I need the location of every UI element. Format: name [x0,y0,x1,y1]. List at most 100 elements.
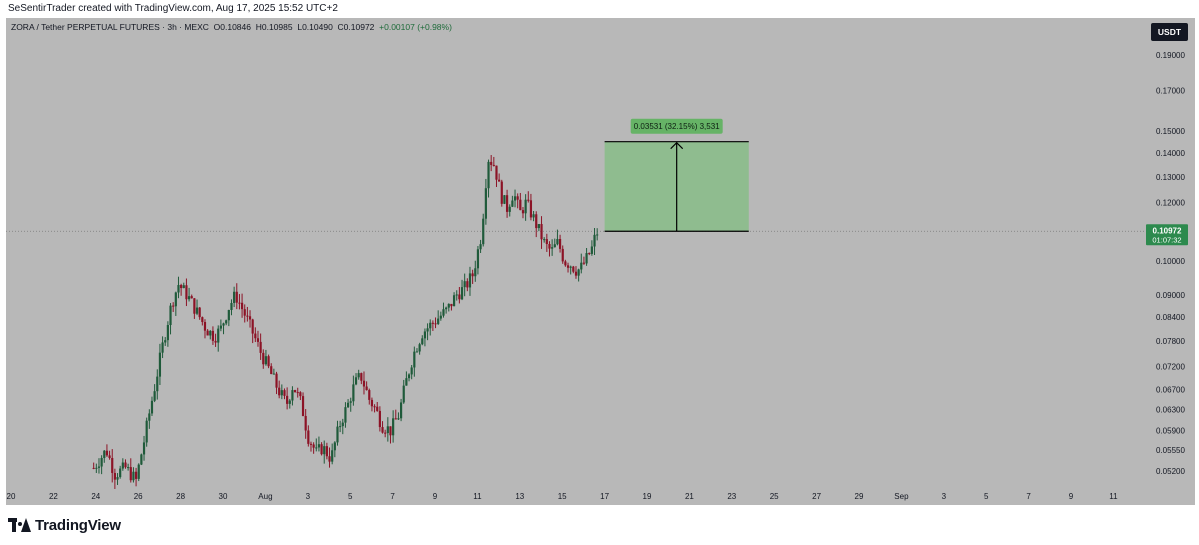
candle-body [460,287,464,300]
candle-body [540,224,543,240]
candle-body [280,390,283,396]
time-axis-tick: 3 [306,492,311,501]
candle-body [394,418,397,420]
measure-label: 0.03531 (32.15%) 3,531 [634,122,720,131]
time-axis-tick: 7 [1026,492,1031,501]
candle-body [254,333,257,339]
candle-body [238,302,241,304]
candle-body [582,262,586,264]
candle-body [169,305,172,326]
candle-body [127,467,130,469]
candle-body [402,385,405,403]
candle-body [580,262,583,270]
candle-body [399,402,403,419]
candle-body [349,401,352,403]
candle-body [103,450,106,458]
candle-body [381,427,384,433]
candle-body [251,319,254,334]
time-axis-tick: Sep [894,492,909,501]
tradingview-logo-icon [8,518,31,532]
candle-body [262,352,265,365]
time-axis-tick: 26 [134,492,143,501]
candle-body [548,244,551,249]
candle-body [450,303,453,307]
price-axis-tick: 0.05900 [1156,426,1185,435]
candle-body [105,450,109,456]
candle-body [415,351,419,353]
chart-area[interactable]: 0.19000 0.17000 0.15000 0.14000 0.13000 0.120… [6,18,1195,505]
candle-body [426,328,429,332]
price-axis-tick: 0.09000 [1156,291,1185,300]
change-value: +0.00107 (+0.98%) [379,22,452,32]
candles [92,155,599,489]
candle-body [503,195,506,204]
candle-body [535,214,538,229]
candle-body [217,328,220,343]
candle-body [524,199,527,214]
candle-body [182,285,185,289]
candle-body [97,466,101,468]
price-axis-tick: 0.07200 [1156,363,1185,372]
candle-body [235,291,238,303]
candle-body [283,390,286,396]
candle-body [336,426,339,443]
candle-body [556,238,559,245]
time-axis-tick: 27 [812,492,821,501]
candle-body [376,406,379,411]
candle-body [407,374,411,379]
candle-body [339,426,342,428]
symbol-info: ZORA / Tether PERPETUAL FUTURES · 3h · M… [11,22,452,32]
candlestick-chart[interactable]: 0.19000 0.17000 0.15000 0.14000 0.13000 0.120… [6,18,1195,505]
candle-body [333,442,336,451]
open-value: O0.10846 [213,22,251,32]
candle-body [201,317,204,323]
time-axis-tick: 13 [515,492,524,501]
candle-body [474,268,477,277]
candle-body [566,265,570,268]
candle-body [203,322,207,331]
candle-body [468,273,472,288]
candle-body [492,164,495,166]
candle-body [378,410,381,428]
time-axis-tick: 25 [770,492,779,501]
candle-body [270,366,273,375]
candle-body [116,477,119,480]
candle-body [222,323,225,326]
chart-credit: SeSentirTrader created with TradingView.… [8,3,338,14]
tradingview-logo[interactable]: TradingView [8,515,121,535]
candle-body [113,472,116,480]
candle-body [373,406,376,408]
time-axis-tick: 22 [49,492,58,501]
currency-button[interactable]: USDT [1151,23,1188,41]
candle-body [293,390,297,393]
price-axis-tick: 0.08400 [1156,313,1185,322]
candle-body [596,234,599,236]
price-axis-tick: 0.19000 [1156,51,1185,60]
candle-body [230,302,233,311]
candle-body [291,390,294,401]
candle-body [148,413,151,421]
brand-name: TradingView [35,516,121,534]
candle-body [172,305,175,307]
time-axis-tick: 5 [984,492,989,501]
candle-body [445,307,448,310]
candle-body [248,316,252,320]
candle-body [588,253,591,255]
candle-body [315,447,318,449]
candle-body [505,195,509,212]
symbol-name: ZORA / Tether PERPETUAL FUTURES · 3h · M… [11,22,209,32]
candle-body [590,246,593,254]
candle-body [484,188,487,219]
candle-body [551,247,554,249]
candle-body [354,377,358,385]
candle-body [129,467,132,481]
candle-body [161,342,164,353]
candle-body [384,432,387,434]
candle-body [246,315,249,317]
candle-body [211,330,215,341]
candle-body [177,284,180,293]
candle-body [386,426,389,434]
time-axis-tick: 11 [1109,492,1118,501]
candle-body [278,387,281,396]
candle-body [233,291,236,303]
